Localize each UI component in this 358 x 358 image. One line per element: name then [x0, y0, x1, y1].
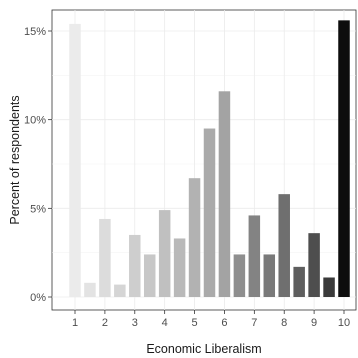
- y-tick-label: 0%: [30, 292, 46, 304]
- bar: [218, 91, 231, 297]
- bar: [114, 284, 126, 297]
- x-axis-title: Economic Liberalism: [146, 342, 261, 356]
- bar: [233, 254, 246, 297]
- x-tick-label: 10: [338, 317, 350, 329]
- y-axis-title: Percent of respondents: [8, 95, 22, 224]
- bar: [323, 277, 335, 297]
- bar: [248, 215, 261, 297]
- y-tick-label: 10%: [24, 115, 46, 127]
- bar: [158, 210, 171, 297]
- y-tick-label: 15%: [24, 26, 46, 38]
- x-tick-label: 6: [221, 317, 227, 329]
- x-tick-label: 8: [281, 317, 287, 329]
- bar: [173, 238, 186, 297]
- x-tick-label: 2: [102, 317, 108, 329]
- y-tick-label: 5%: [30, 203, 46, 215]
- bar: [338, 20, 350, 298]
- bar: [293, 266, 305, 297]
- grid-lines: [52, 10, 356, 310]
- bar: [278, 194, 290, 297]
- x-tick-label: 1: [72, 317, 78, 329]
- x-axis-ticks: 1 2 3 4 5 6 7 8 9 10: [72, 310, 350, 329]
- bar: [99, 218, 111, 297]
- bar: [84, 282, 96, 297]
- bar: [188, 178, 201, 297]
- y-axis-ticks: 0% 5% 10% 15%: [24, 26, 52, 304]
- bar: [203, 128, 216, 297]
- bar: [263, 254, 276, 297]
- bar: [143, 254, 156, 297]
- bar: [308, 233, 320, 297]
- bars: [69, 20, 350, 298]
- x-tick-label: 5: [191, 317, 197, 329]
- x-tick-label: 3: [132, 317, 138, 329]
- bar: [69, 23, 81, 297]
- x-tick-label: 9: [311, 317, 317, 329]
- x-tick-label: 4: [162, 317, 168, 329]
- bar: [129, 234, 141, 297]
- x-tick-label: 7: [251, 317, 257, 329]
